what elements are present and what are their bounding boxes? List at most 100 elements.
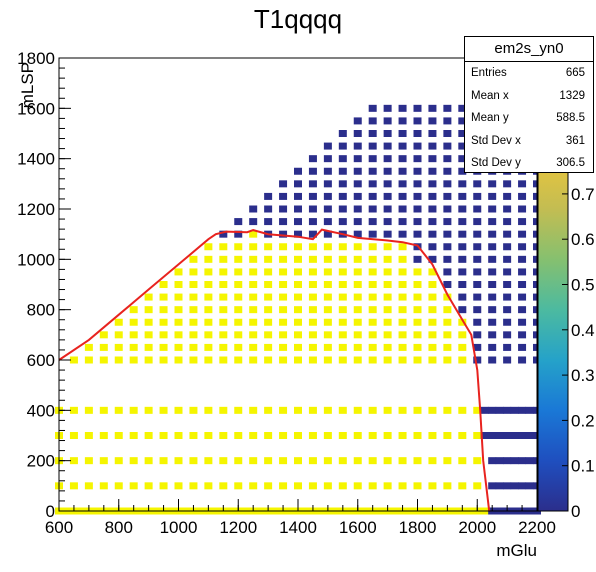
heatmap-cell: [428, 105, 436, 112]
heatmap-cell: [249, 218, 257, 225]
heatmap-cell: [518, 407, 526, 414]
heatmap-cell: [458, 268, 466, 275]
heatmap-cell: [309, 256, 317, 263]
heatmap-cell: [339, 306, 347, 313]
heatmap-cell: [369, 482, 377, 489]
heatmap-cell: [279, 344, 287, 351]
y-tick-label: 1000: [17, 250, 55, 269]
heatmap-cell: [384, 243, 392, 250]
heatmap-cell: [488, 281, 496, 288]
heatmap-cell: [488, 268, 496, 275]
heatmap-cell: [384, 268, 392, 275]
heatmap-cell: [130, 331, 138, 338]
heatmap-cell: [369, 243, 377, 250]
heatmap-cell: [399, 432, 407, 439]
heatmap-cell: [145, 331, 153, 338]
z-tick-label: 0: [571, 502, 580, 521]
z-tick-label: 0.2: [571, 411, 595, 430]
heatmap-cell: [70, 407, 78, 414]
heatmap-cell: [264, 306, 272, 313]
heatmap-cell: [428, 432, 436, 439]
heatmap-cell: [204, 482, 212, 489]
heatmap-cell: [189, 357, 197, 364]
heatmap-cell: [414, 193, 422, 200]
heatmap-cell: [219, 306, 227, 313]
heatmap-cell: [204, 357, 212, 364]
heatmap-cell: [399, 143, 407, 150]
heatmap-cell: [384, 294, 392, 301]
heatmap-cell: [458, 482, 466, 489]
heatmap-cell: [503, 457, 511, 464]
heatmap-cell: [354, 344, 362, 351]
heatmap-cell: [339, 319, 347, 326]
heatmap-cell: [100, 432, 108, 439]
heatmap-cell: [339, 432, 347, 439]
heatmap-cell: [204, 331, 212, 338]
heatmap-cell: [279, 357, 287, 364]
heatmap-cell: [473, 432, 481, 439]
heatmap-cell: [294, 281, 302, 288]
heatmap-cell: [443, 155, 451, 162]
heatmap-cell: [309, 331, 317, 338]
heatmap-cell: [145, 294, 153, 301]
heatmap-cell: [294, 407, 302, 414]
heatmap-cell: [204, 432, 212, 439]
heatmap-cell: [249, 306, 257, 313]
heatmap-cell: [443, 344, 451, 351]
heatmap-cell: [369, 344, 377, 351]
heatmap-cell: [384, 218, 392, 225]
heatmap-cell: [511, 407, 519, 414]
heatmap-cell: [384, 105, 392, 112]
heatmap-cell: [309, 357, 317, 364]
heatmap-cell: [458, 206, 466, 213]
heatmap-cell: [458, 331, 466, 338]
heatmap-cell: [309, 319, 317, 326]
heatmap-cell: [503, 331, 511, 338]
heatmap-cell: [189, 407, 197, 414]
heatmap-cell: [354, 457, 362, 464]
heatmap-cell: [309, 482, 317, 489]
heatmap-cell: [85, 457, 93, 464]
heatmap-cell: [518, 218, 526, 225]
heatmap-cell: [473, 306, 481, 313]
heatmap-cell: [473, 231, 481, 238]
heatmap-cell: [234, 268, 242, 275]
heatmap-cell: [324, 457, 332, 464]
stats-value: 1329: [559, 85, 585, 108]
heatmap-cell: [399, 294, 407, 301]
heatmap-cell: [488, 432, 496, 439]
y-tick-label: 0: [46, 502, 55, 521]
heatmap-cell: [160, 306, 168, 313]
heatmap-cell: [189, 281, 197, 288]
heatmap-cell: [115, 357, 123, 364]
heatmap-cell: [369, 231, 377, 238]
heatmap-cell: [428, 243, 436, 250]
heatmap-cell: [488, 193, 496, 200]
heatmap-cell: [503, 180, 511, 187]
heatmap-cell: [294, 331, 302, 338]
heatmap-cell: [249, 319, 257, 326]
heatmap-cell: [443, 306, 451, 313]
heatmap-cell: [234, 407, 242, 414]
y-tick-label: 800: [27, 301, 55, 320]
heatmap-cell: [496, 407, 504, 414]
heatmap-cell: [354, 130, 362, 137]
heatmap-cell: [130, 306, 138, 313]
x-tick-label: 1000: [160, 518, 198, 537]
heatmap-cell: [518, 281, 526, 288]
heatmap-cell: [145, 457, 153, 464]
heatmap-cell: [354, 218, 362, 225]
heatmap-cell: [384, 306, 392, 313]
heatmap-cell: [414, 407, 422, 414]
heatmap-cell: [234, 344, 242, 351]
x-tick-label: 2200: [518, 518, 556, 537]
x-tick-label: 1400: [279, 518, 317, 537]
heatmap-cell: [369, 168, 377, 175]
heatmap-cell: [264, 482, 272, 489]
heatmap-cell: [473, 482, 481, 489]
heatmap-cell: [369, 319, 377, 326]
heatmap-cell: [399, 180, 407, 187]
heatmap-cell: [324, 206, 332, 213]
z-tick-label: 0.6: [571, 230, 595, 249]
heatmap-cell: [458, 256, 466, 263]
